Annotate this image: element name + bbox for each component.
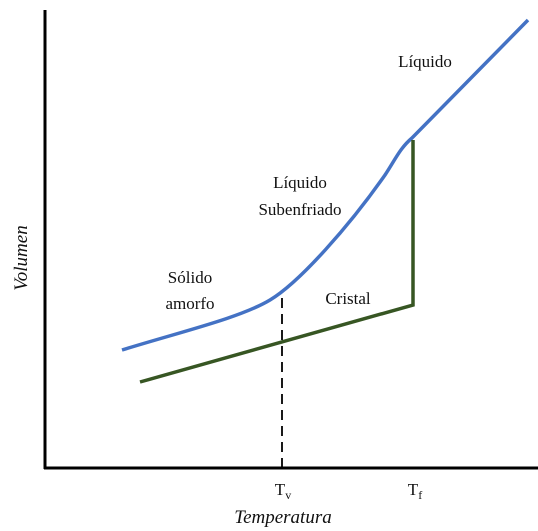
tick-label: Tv: [275, 480, 291, 502]
x-axis-label: Temperatura: [234, 507, 331, 528]
y-axis-label: Volumen: [11, 225, 32, 290]
tick-label: Tf: [408, 480, 422, 502]
amorphous-label: amorfo: [165, 294, 214, 313]
liquid-curve: [121, 18, 530, 352]
liquid-label: Líquido: [398, 52, 452, 71]
tick-main: T: [408, 480, 419, 499]
amorphous-label: Sólido: [168, 268, 212, 287]
crystal-label: Cristal: [325, 289, 371, 308]
crystal-curve: [139, 140, 415, 384]
tick-sub: f: [418, 488, 422, 502]
tick-sub: v: [285, 488, 291, 502]
tick-main: T: [275, 480, 286, 499]
supercooled-label: Subenfriado: [258, 200, 341, 219]
supercooled-label: Líquido: [273, 173, 327, 192]
